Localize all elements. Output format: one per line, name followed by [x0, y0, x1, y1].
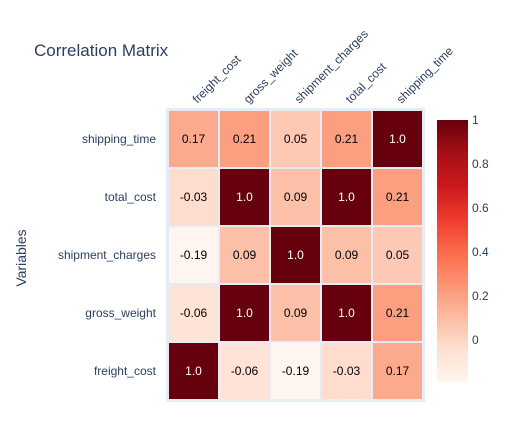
y-tick-label: freight_cost — [94, 364, 157, 378]
cell-value-label: 0.09 — [284, 190, 308, 204]
heatmap-cell — [322, 111, 371, 167]
colorbar-tick-label: 0 — [472, 333, 479, 347]
cell-value-label: 0.09 — [335, 248, 359, 262]
heatmap-cell — [271, 343, 320, 399]
heatmap-cell — [322, 343, 371, 399]
heatmap-cell — [169, 343, 218, 399]
cell-value-label: 0.05 — [386, 248, 410, 262]
heatmap-cell — [271, 169, 320, 225]
colorbar-ticks: 0 0.2 0.4 0.6 0.8 1 — [472, 113, 489, 347]
heatmap-cell — [169, 227, 218, 283]
y-tick-label: shipment_charges — [58, 248, 156, 262]
heatmap-cell — [220, 343, 269, 399]
heatmap-cell — [271, 111, 320, 167]
heatmap-cell — [373, 227, 422, 283]
heatmap-cell — [373, 343, 422, 399]
x-tick-label: shipping_time — [394, 44, 456, 106]
y-tick-label: shipping_time — [82, 132, 156, 146]
cell-value-label: 1.0 — [236, 306, 253, 320]
heatmap-cell — [220, 111, 269, 167]
cell-value-label: 1.0 — [389, 132, 406, 146]
heatmap-cell — [271, 227, 320, 283]
heatmap-cell — [322, 169, 371, 225]
cell-value-label: 0.09 — [233, 248, 257, 262]
colorbar-tick-label: 0.4 — [472, 245, 489, 259]
cell-value-label: 0.05 — [284, 132, 308, 146]
heatmap-cell — [373, 111, 422, 167]
cell-value-label: -0.06 — [180, 306, 208, 320]
colorbar-tick-label: 0.2 — [472, 289, 489, 303]
colorbar-tick-label: 0.8 — [472, 157, 489, 171]
x-tick-labels: freight_costgross_weightshipment_charges… — [190, 27, 456, 106]
cell-value-label: -0.19 — [282, 364, 310, 378]
heatmap-cell — [169, 285, 218, 341]
cell-value-label: 0.17 — [386, 364, 410, 378]
heatmap-cells: 0.17 0.21 0.05 0.21 1.0 -0.03 1.0 0.09 1.0 0.21 -0… — [169, 111, 422, 399]
heatmap-cell — [220, 227, 269, 283]
chart-title: Correlation Matrix — [34, 41, 169, 60]
y-tick-labels: shipping_time total_cost shipment_chargesg… — [58, 132, 157, 378]
cell-value-label: -0.03 — [333, 364, 361, 378]
heatmap-cell — [373, 285, 422, 341]
cell-value-label: 1.0 — [338, 306, 355, 320]
cell-value-label: 0.09 — [284, 306, 308, 320]
cell-value-label: 0.21 — [335, 132, 359, 146]
cell-value-label: 1.0 — [185, 364, 202, 378]
heatmap-cell — [220, 169, 269, 225]
heatmap-cell — [322, 227, 371, 283]
heatmap-cell — [322, 285, 371, 341]
cell-value-label: -0.03 — [180, 190, 208, 204]
cell-value-label: 0.17 — [182, 132, 206, 146]
cell-value-label: 1.0 — [236, 190, 253, 204]
y-tick-label: total_cost — [105, 190, 157, 204]
y-axis-title: Variables — [13, 229, 29, 286]
heatmap-cell — [373, 169, 422, 225]
heatmap-cell — [169, 111, 218, 167]
cell-value-label: -0.19 — [180, 248, 208, 262]
cell-value-label: 0.21 — [233, 132, 257, 146]
colorbar — [437, 120, 468, 382]
colorbar-tick-label: 1 — [472, 113, 479, 127]
y-tick-label: gross_weight — [85, 306, 156, 320]
heatmap-cell — [169, 169, 218, 225]
cell-value-label: -0.06 — [231, 364, 259, 378]
heatmap-cell — [220, 285, 269, 341]
cell-value-label: 0.21 — [386, 190, 410, 204]
cell-value-label: 0.21 — [386, 306, 410, 320]
x-tick-label: total_cost — [343, 59, 390, 106]
x-tick-label: freight_cost — [190, 52, 244, 106]
cell-value-label: 1.0 — [338, 190, 355, 204]
colorbar-tick-label: 0.6 — [472, 201, 489, 215]
cell-value-label: 1.0 — [287, 248, 304, 262]
heatmap-cell — [271, 285, 320, 341]
